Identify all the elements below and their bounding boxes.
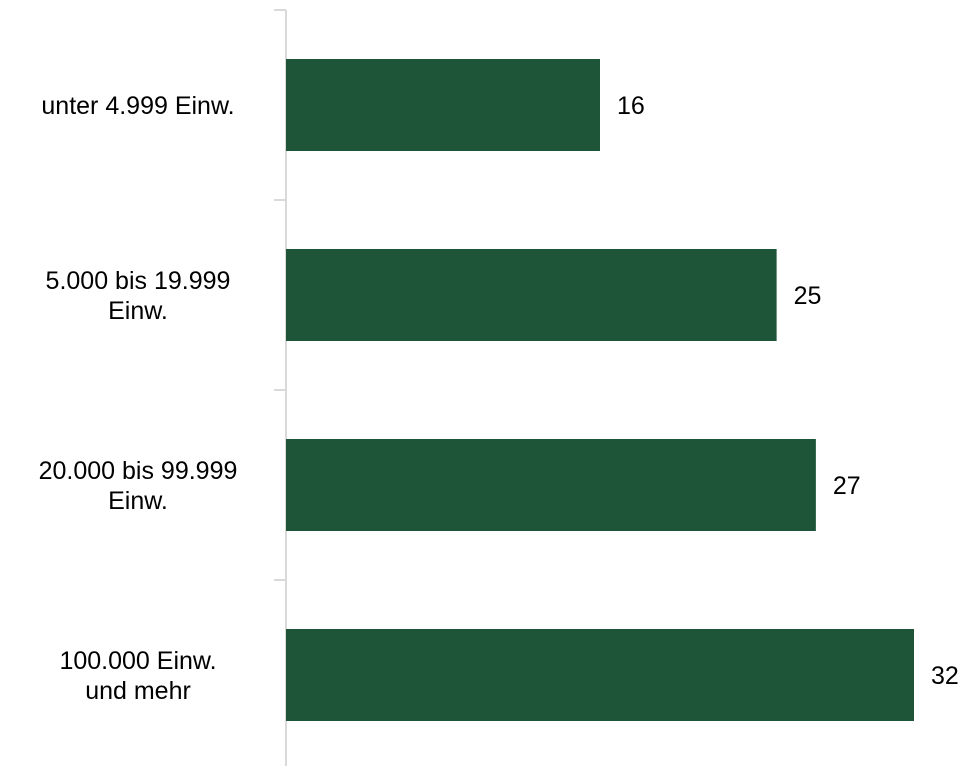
data-label: 25	[794, 282, 822, 310]
data-labels-group: 16 25 27 32	[617, 92, 959, 690]
bar	[286, 629, 914, 721]
bar	[286, 249, 777, 341]
category-label: 20.000 bis 99.999 Einw.	[39, 457, 238, 515]
category-label: 5.000 bis 19.999 Einw.	[46, 267, 231, 325]
category-label: 100.000 Einw. und mehr	[59, 647, 216, 705]
data-label: 27	[833, 472, 861, 500]
bar	[286, 439, 816, 531]
data-label: 32	[931, 662, 959, 690]
category-label: unter 4.999 Einw.	[41, 92, 234, 120]
bars-group	[286, 59, 914, 721]
category-axis-ticks	[274, 9, 286, 581]
bar	[286, 59, 600, 151]
data-label: 16	[617, 92, 645, 120]
category-labels-group: unter 4.999 Einw. 5.000 bis 19.999 Einw. 20…	[39, 92, 238, 705]
